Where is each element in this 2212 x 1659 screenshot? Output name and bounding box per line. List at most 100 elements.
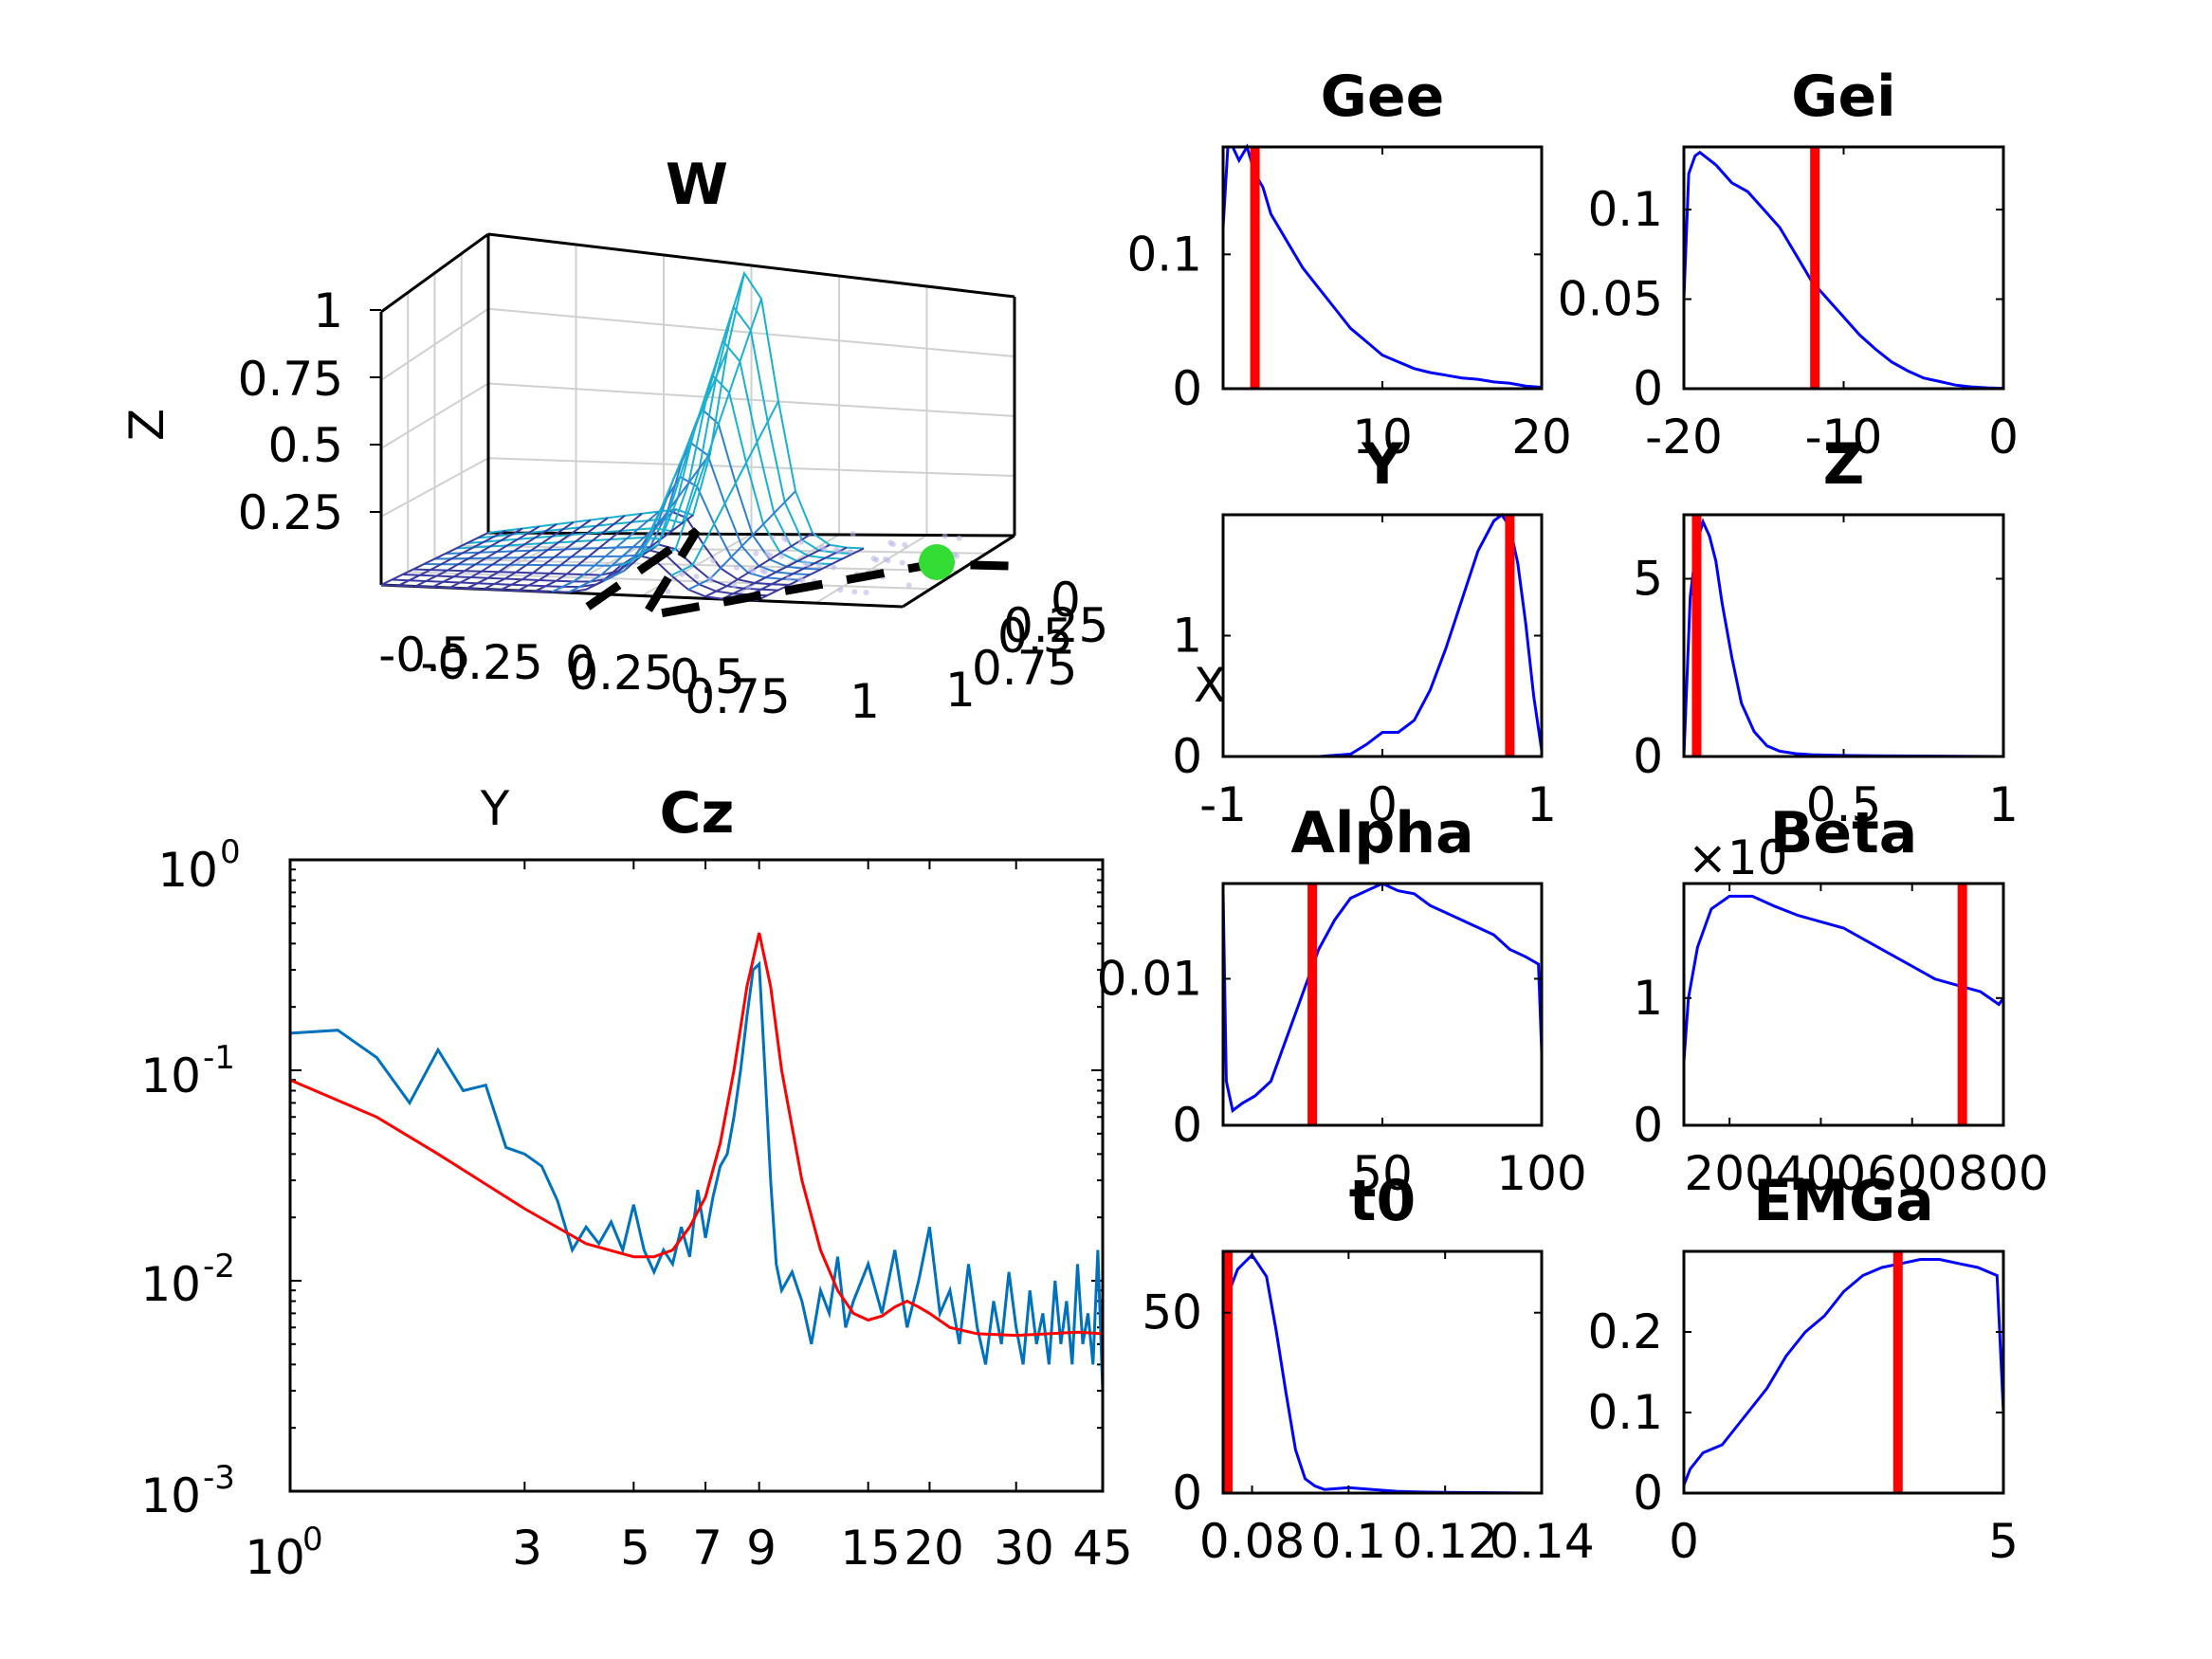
cz-x-tick-label: 5 (620, 1521, 650, 1576)
axes-box (1682, 145, 2005, 391)
x-tick-label: 1 (1988, 777, 2019, 832)
w-sample-point (902, 541, 908, 548)
w-surface-mesh-line (414, 527, 523, 588)
w-surface-mesh-line (619, 350, 728, 567)
w-surface-mesh-line (722, 543, 831, 600)
x-tick-label: 0.08 (1199, 1514, 1305, 1569)
cz-y-tick-label: 10 -3 (140, 1459, 235, 1523)
y-tick-label: 0.2 (1587, 1304, 1663, 1359)
w-sample-point (710, 557, 717, 564)
w-x-tick-label: 0 (1051, 573, 1081, 628)
w-x-tick-label: 0.75 (972, 641, 1077, 696)
w-surface-mesh-line (551, 510, 660, 593)
w-sample-point (747, 567, 754, 573)
y-tick-label: 50 (1142, 1285, 1202, 1340)
w-sample-point (832, 546, 839, 553)
w-surface-mesh-line (636, 272, 745, 556)
panel-title: Y (1361, 431, 1404, 498)
y-tick-label: 0.1 (1126, 227, 1202, 282)
x-tick-label: 800 (1958, 1146, 2048, 1201)
w-z-axis-label: Z (119, 409, 174, 441)
w-surface-mesh-line (756, 547, 865, 602)
axes-box (1221, 1249, 1544, 1495)
w-sample-point (802, 559, 809, 566)
w-sample-point (847, 548, 853, 555)
w-z-tick-label: 1 (313, 283, 343, 338)
panel-emga: EMGa 0 5 0 0.1 0.2 (1587, 1168, 2018, 1569)
w-sample-point (818, 544, 825, 551)
w-sample-point (831, 564, 837, 571)
svg-text:10: 10 (140, 1257, 201, 1312)
svg-text:10: 10 (140, 1468, 201, 1523)
cz-x-tick-label: 10 0 (245, 1521, 322, 1585)
w-surface-mesh-line (431, 525, 540, 589)
x-tick-label: 600 (1867, 1146, 1957, 1201)
w-title: W (666, 152, 728, 218)
w-sample-point (731, 582, 738, 589)
svg-text:0: 0 (302, 1521, 323, 1559)
w-y-axis-label: Y (480, 781, 510, 836)
panel-gee: Gee 10 20 0 0.1 (1126, 64, 1571, 465)
w-surface-mesh-line (380, 532, 489, 586)
w-sample-point (941, 533, 948, 539)
panel-title: Alpha (1290, 800, 1473, 866)
w-z-tick-label: 0.5 (267, 418, 343, 473)
cz-data-spectrum (289, 960, 1105, 1392)
cz-x-tick-label: 20 (904, 1521, 964, 1576)
w-sample-point (764, 551, 771, 557)
w-y-tick-label: -0.5 (378, 628, 471, 683)
y-tick-label: 0.01 (1097, 951, 1202, 1006)
svg-text:-3: -3 (203, 1459, 235, 1497)
x-tick-label: 1 (1526, 777, 1557, 832)
w-surface-mesh-line (687, 490, 796, 591)
w-sample-point (745, 584, 752, 591)
panel-gei: Gei -20 -10 0 0 0.05 0.1 (1558, 64, 2019, 465)
w-surface-mesh-line (448, 523, 558, 589)
y-tick-label: 5 (1633, 552, 1663, 607)
x-tick-label: 200 (1684, 1146, 1774, 1201)
w-sample-point (863, 590, 869, 595)
w-surface-mesh-line (704, 532, 814, 598)
y-tick-label: 0.05 (1558, 272, 1663, 327)
axes-box (1682, 882, 2005, 1127)
w-surface-mesh-line (397, 529, 506, 587)
x-tick-label: 0.14 (1489, 1514, 1594, 1569)
w-sample-point (797, 538, 804, 545)
axes-box (1221, 145, 1544, 391)
w-sample-point (733, 564, 740, 571)
y-tick-label: 0 (1172, 1098, 1202, 1153)
panel-title: Beta (1770, 800, 1918, 866)
w-sample-point (870, 556, 877, 562)
w-surface-mesh-line (534, 513, 643, 592)
w-sample-point (850, 531, 856, 538)
w-y-tick-label: 1 (850, 674, 880, 729)
w-sample-point (883, 556, 888, 562)
cz-y-tick-label: 10 -1 (140, 1039, 235, 1103)
x-tick-label: 0.5 (1806, 777, 1882, 832)
w-sample-point (905, 582, 912, 589)
w-trajectory-dash (585, 527, 1011, 623)
w-sample-point (781, 536, 788, 541)
w-surface-mesh-line (739, 546, 848, 601)
w-surface-mesh-line (483, 519, 592, 591)
w-gridline (434, 557, 960, 573)
w-sample-point (837, 587, 844, 593)
cz-y-tick-label: 10 0 (157, 833, 240, 898)
w-dashed-path (585, 527, 1011, 623)
y-tick-label: 0 (1172, 361, 1202, 416)
x-tick-label: -20 (1645, 410, 1723, 465)
w-surface-mesh-line (602, 452, 711, 582)
panel-y: Y-1 0 101 (1172, 431, 1557, 832)
panel-title: Gee (1321, 64, 1445, 130)
w-sample-point (887, 539, 894, 546)
svg-text:-2: -2 (203, 1248, 235, 1285)
w-surface-panel: W 1 0.75 0.5 0.25 Z -0.5 -0.25 0 0.25 0.… (119, 152, 1226, 836)
w-sample-point (679, 571, 686, 577)
w-sample-point (796, 576, 803, 583)
axes-box (1221, 882, 1544, 1127)
w-x-axis-label: X (1194, 658, 1226, 713)
cz-y-tick-label: 10 -2 (140, 1248, 235, 1312)
